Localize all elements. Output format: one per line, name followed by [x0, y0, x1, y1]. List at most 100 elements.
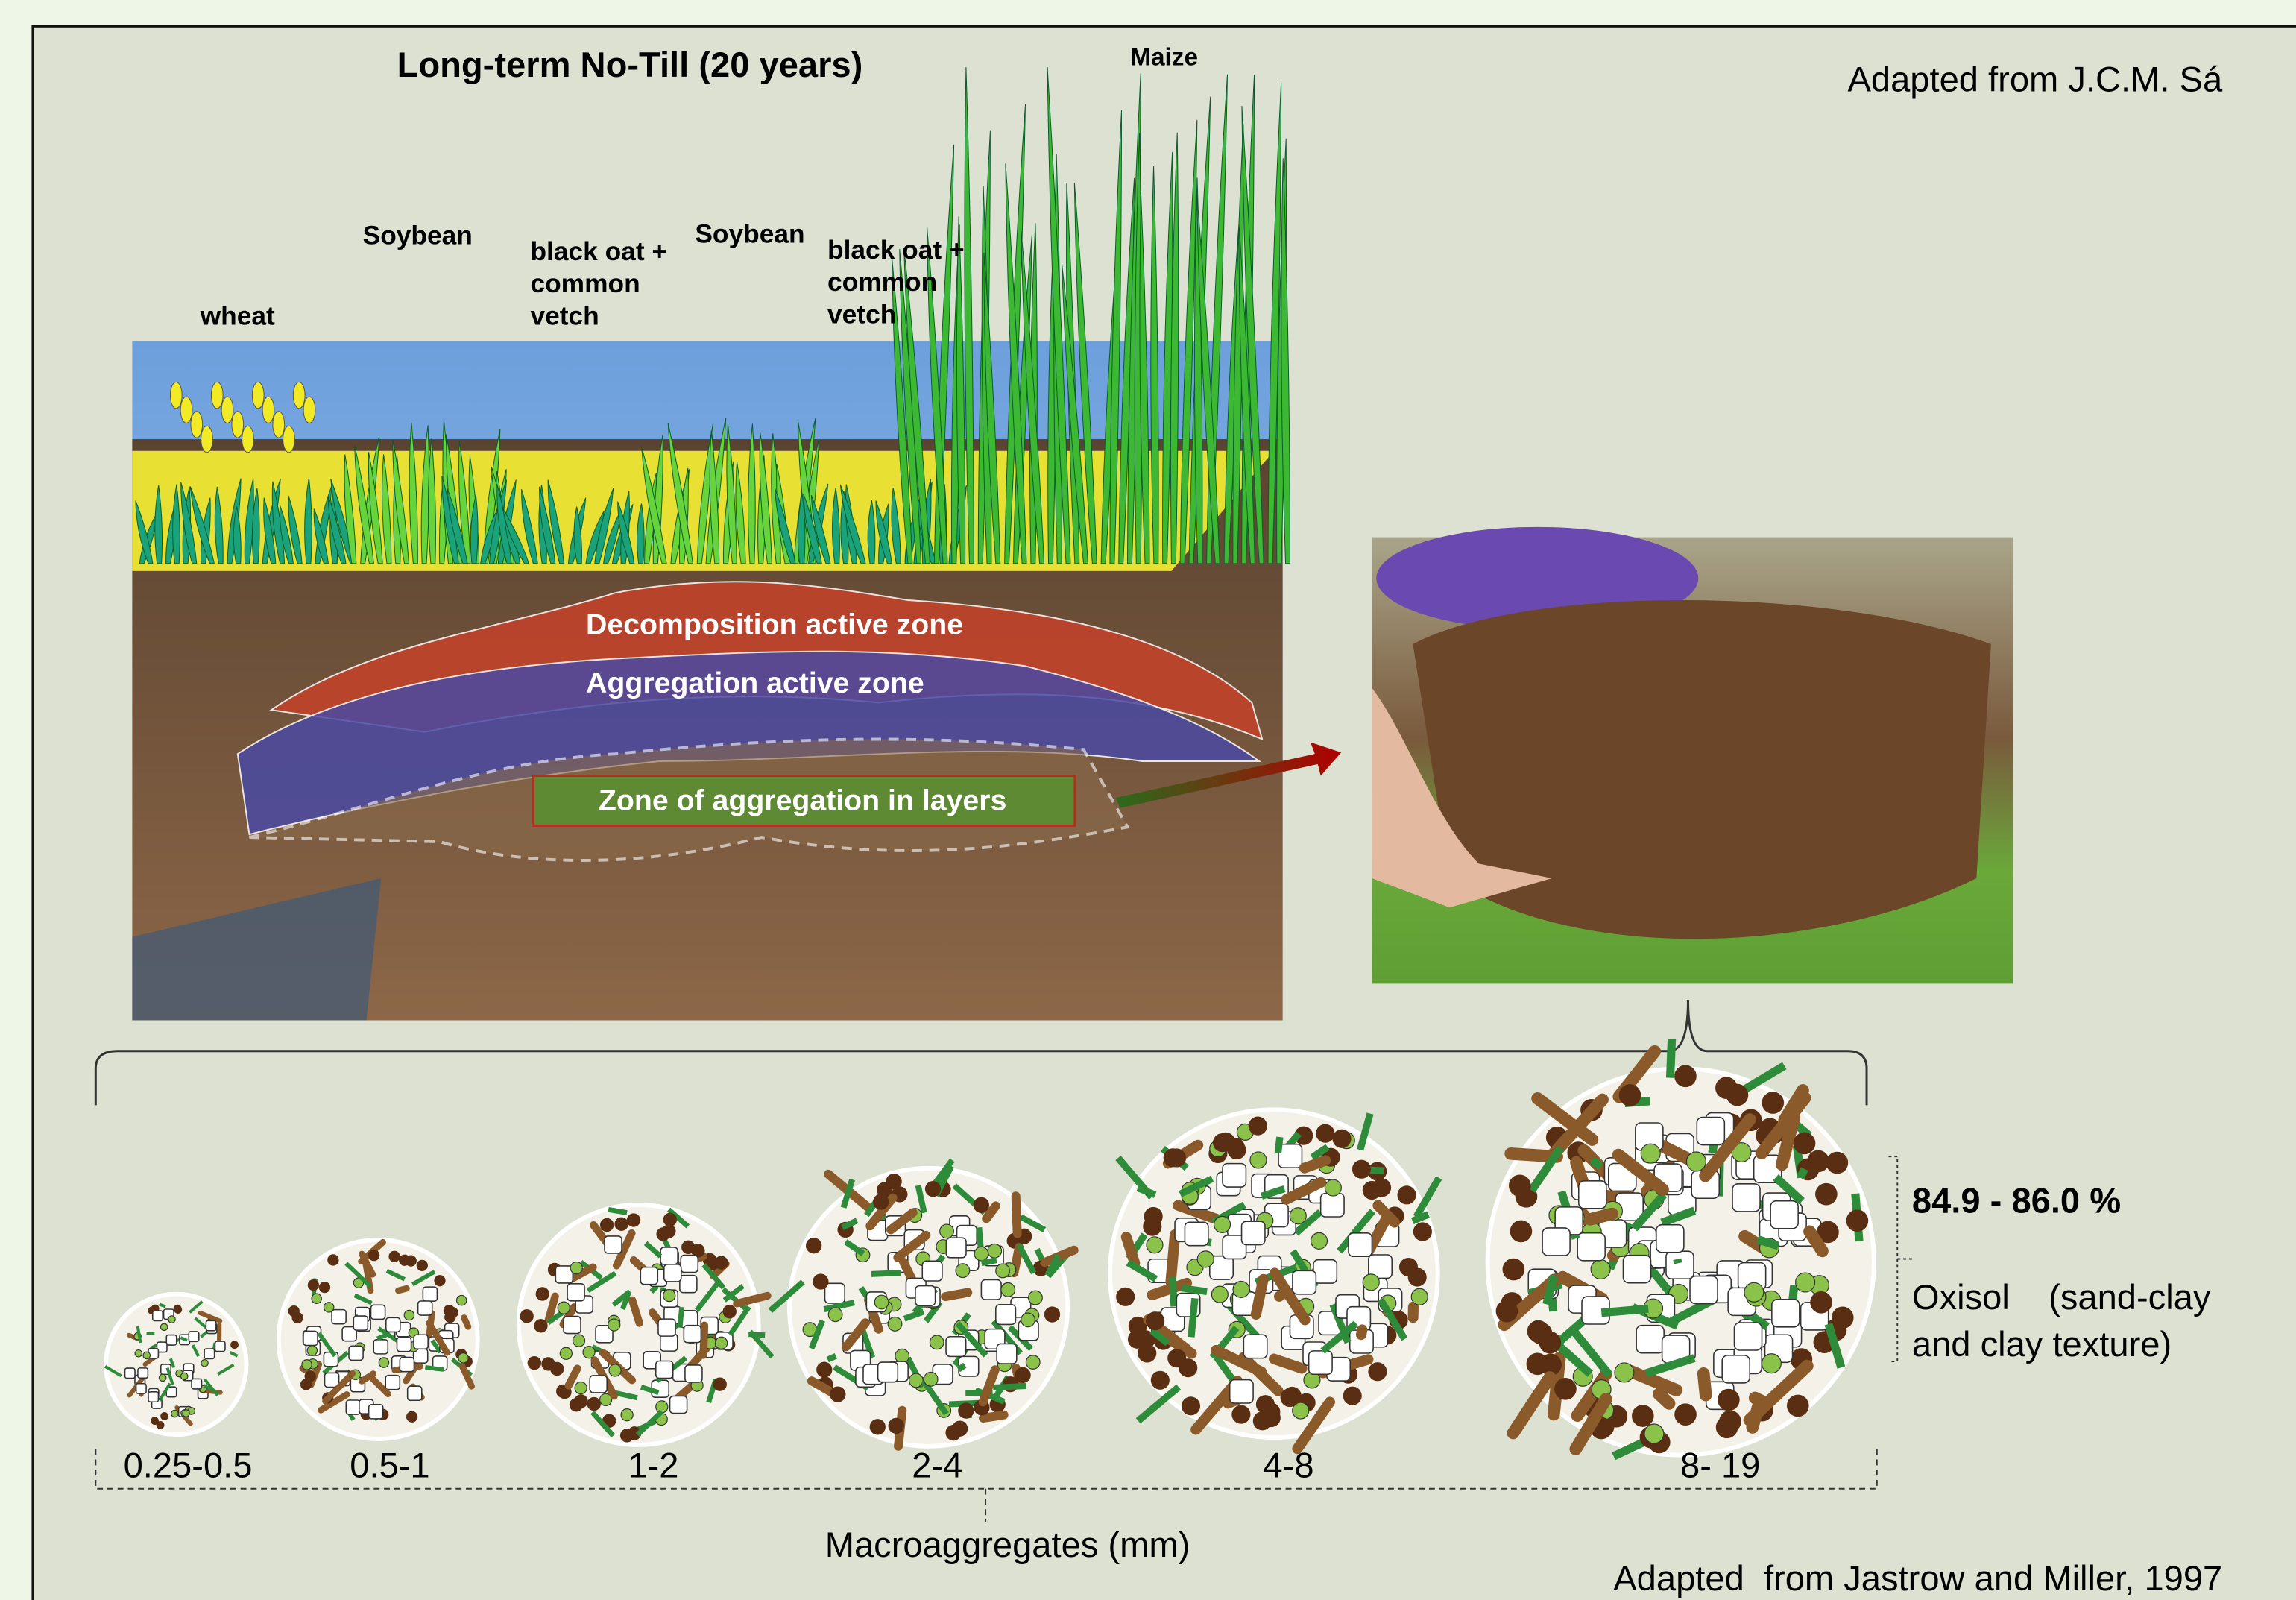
bead — [312, 1294, 321, 1303]
share-value: 84.9 - 86.0 % — [1912, 1180, 2121, 1220]
particle — [1363, 1181, 1381, 1200]
particle — [1332, 1130, 1351, 1148]
cell — [1666, 1251, 1694, 1279]
root — [1361, 1329, 1362, 1335]
cell — [981, 1279, 1001, 1300]
cell — [564, 1317, 581, 1334]
size-label: 8- 19 — [1680, 1446, 1760, 1485]
particle — [1810, 1291, 1832, 1314]
bead — [909, 1373, 924, 1388]
hypha — [959, 1365, 965, 1370]
hypha — [1601, 1308, 1648, 1312]
bead — [1250, 1152, 1267, 1168]
particle — [1249, 1117, 1267, 1136]
particle — [1413, 1222, 1432, 1241]
cell — [1579, 1181, 1606, 1209]
particle — [160, 1412, 168, 1420]
particle — [620, 1429, 634, 1442]
bead — [171, 1410, 178, 1417]
root — [1305, 1160, 1325, 1168]
particle — [520, 1309, 533, 1323]
bead — [1290, 1208, 1306, 1224]
aggregate — [279, 1240, 478, 1439]
particle — [1408, 1267, 1427, 1286]
particle — [388, 1251, 400, 1262]
title: Long-term No-Till (20 years) — [397, 45, 863, 84]
cell — [369, 1405, 383, 1419]
bead — [1001, 1282, 1015, 1297]
particle — [1151, 1371, 1170, 1390]
bead — [307, 1346, 317, 1355]
bead — [583, 1347, 595, 1358]
particle — [1674, 1065, 1697, 1088]
particle — [1146, 1311, 1164, 1330]
cell — [1732, 1184, 1760, 1212]
particle — [1398, 1185, 1416, 1204]
cell — [1656, 1225, 1684, 1253]
particle — [1510, 1221, 1533, 1243]
wheat-head — [170, 382, 182, 408]
root — [1590, 1214, 1612, 1219]
axis-label: Macroaggregates (mm) — [825, 1525, 1190, 1564]
cell — [371, 1305, 385, 1319]
bead — [895, 1349, 909, 1363]
bead — [181, 1373, 188, 1379]
particle — [1128, 1330, 1147, 1349]
root — [464, 1317, 468, 1326]
cell — [640, 1267, 657, 1285]
wheat-head — [211, 382, 223, 408]
particle — [1794, 1133, 1816, 1155]
wheat-head — [191, 412, 203, 438]
cell — [664, 1264, 681, 1282]
particle — [1539, 1332, 1562, 1354]
size-label: 1-2 — [628, 1446, 678, 1485]
particle — [1182, 1396, 1200, 1415]
particle — [974, 1197, 989, 1213]
particle — [663, 1213, 677, 1226]
cell — [680, 1276, 697, 1293]
wheat-head — [262, 397, 274, 423]
hypha — [982, 1260, 997, 1263]
particle — [1762, 1092, 1784, 1114]
bead — [656, 1401, 668, 1413]
root — [1703, 1373, 1706, 1395]
particle — [570, 1398, 583, 1411]
particle — [1554, 1378, 1577, 1400]
particle — [434, 1275, 445, 1286]
particle — [870, 1419, 886, 1434]
cell — [138, 1368, 148, 1378]
cell — [946, 1238, 966, 1258]
cell — [408, 1386, 422, 1400]
particle — [327, 1254, 338, 1265]
cell — [825, 1283, 845, 1303]
bead — [609, 1364, 621, 1376]
particle — [714, 1256, 728, 1269]
cell — [1313, 1260, 1337, 1283]
cell — [153, 1311, 163, 1320]
particle — [536, 1287, 549, 1300]
hypha — [425, 1367, 444, 1370]
bead — [1325, 1179, 1341, 1196]
cell — [423, 1287, 437, 1301]
bead — [143, 1352, 150, 1358]
particle — [1503, 1259, 1525, 1281]
particle — [1231, 1405, 1250, 1424]
hypha — [680, 1307, 681, 1328]
cell — [1542, 1228, 1570, 1256]
bead — [1411, 1288, 1428, 1305]
hypha — [1278, 1137, 1279, 1153]
hypha — [1677, 1259, 1678, 1263]
hypha — [1670, 1039, 1671, 1078]
cell — [1690, 1276, 1718, 1304]
bead — [570, 1262, 582, 1274]
bead — [828, 1308, 842, 1322]
cell — [1243, 1335, 1267, 1358]
root — [1171, 1235, 1176, 1282]
cell — [670, 1396, 687, 1413]
cell — [166, 1335, 176, 1345]
wheat-head — [273, 412, 285, 438]
bead — [956, 1264, 970, 1278]
particle — [925, 1181, 941, 1197]
cell — [349, 1346, 363, 1360]
bead — [160, 1323, 167, 1330]
